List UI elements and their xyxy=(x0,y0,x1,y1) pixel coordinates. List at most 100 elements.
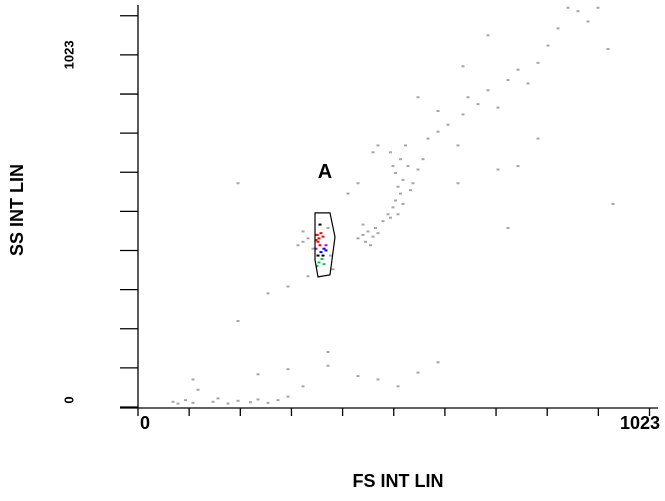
data-point xyxy=(236,319,240,322)
data-point xyxy=(311,247,315,250)
data-point xyxy=(321,235,325,238)
data-point xyxy=(394,171,397,174)
data-point xyxy=(256,373,260,376)
data-point xyxy=(556,27,560,30)
data-point xyxy=(409,189,412,192)
data-point xyxy=(401,178,405,181)
data-point xyxy=(374,227,377,230)
data-point xyxy=(586,20,590,23)
data-point xyxy=(296,244,300,247)
data-point xyxy=(376,378,380,381)
data-point xyxy=(526,82,530,85)
data-point xyxy=(326,364,330,367)
data-point xyxy=(436,110,440,113)
data-point xyxy=(371,235,375,238)
data-point xyxy=(381,220,385,223)
data-point xyxy=(322,263,326,266)
data-point xyxy=(416,168,420,171)
gate xyxy=(314,212,336,278)
data-point xyxy=(316,240,320,243)
data-point xyxy=(318,223,322,226)
data-point xyxy=(322,247,326,250)
data-point xyxy=(306,237,310,240)
data-point xyxy=(286,368,290,371)
data-point xyxy=(466,96,470,99)
gate-label: A xyxy=(318,161,332,183)
data-point xyxy=(506,79,510,82)
data-point xyxy=(316,254,320,257)
data-point xyxy=(276,399,280,402)
data-point xyxy=(369,244,372,247)
x-tick-label: 0 xyxy=(140,413,150,433)
data-point xyxy=(376,232,380,235)
data-point xyxy=(317,261,321,264)
data-point xyxy=(364,240,367,243)
data-point xyxy=(611,202,615,205)
data-point xyxy=(366,230,370,233)
data-point xyxy=(406,165,410,168)
data-point xyxy=(356,182,360,185)
data-point xyxy=(301,385,305,388)
data-point xyxy=(386,213,390,216)
data-point xyxy=(496,106,500,109)
data-point xyxy=(176,402,180,405)
data-point xyxy=(606,48,610,51)
data-point xyxy=(486,34,490,37)
data-point xyxy=(356,375,360,378)
data-point xyxy=(319,232,323,235)
data-point xyxy=(596,6,600,9)
data-point xyxy=(371,151,375,154)
x-axis-title: FS INT LIN xyxy=(353,471,444,491)
data-point xyxy=(456,144,460,147)
data-point xyxy=(315,264,319,267)
y-tick-label: 0 xyxy=(61,396,76,403)
data-point xyxy=(314,247,318,250)
data-point xyxy=(226,402,230,405)
data-point xyxy=(461,113,465,116)
data-point xyxy=(326,350,330,353)
data-point xyxy=(436,361,440,364)
data-point xyxy=(346,192,350,195)
data-point xyxy=(184,399,187,402)
data-point xyxy=(301,240,305,243)
data-point xyxy=(399,158,402,161)
data-point xyxy=(436,130,440,133)
y-axis-title: SS INT LIN xyxy=(7,164,27,256)
data-point xyxy=(391,165,395,168)
data-point xyxy=(536,137,540,140)
data-point xyxy=(196,388,200,391)
data-point xyxy=(171,400,175,403)
data-point xyxy=(376,144,380,147)
data-point xyxy=(411,182,415,185)
data-point xyxy=(249,401,252,404)
data-point xyxy=(216,397,220,400)
y-tick-label: 1023 xyxy=(61,40,76,69)
data-point xyxy=(314,239,318,242)
data-point xyxy=(361,223,365,226)
data-point xyxy=(236,182,240,185)
data-point xyxy=(446,123,450,126)
data-point xyxy=(324,249,328,252)
data-point xyxy=(389,151,392,154)
data-point xyxy=(320,258,324,261)
data-point xyxy=(329,254,332,257)
data-point xyxy=(331,268,335,271)
data-point xyxy=(536,61,540,64)
data-point xyxy=(496,168,500,171)
data-point xyxy=(306,275,310,278)
data-point xyxy=(426,137,430,140)
data-point xyxy=(416,371,420,374)
data-point xyxy=(236,399,240,402)
x-tick-label: 1023 xyxy=(620,413,660,433)
data-point xyxy=(516,68,520,71)
data-point xyxy=(416,96,420,99)
data-point xyxy=(421,158,425,161)
data-point xyxy=(191,378,195,381)
data-point xyxy=(286,395,290,398)
data-point xyxy=(399,192,402,195)
data-point xyxy=(461,65,465,68)
data-point xyxy=(326,227,330,230)
data-point xyxy=(396,213,400,216)
data-point xyxy=(266,292,270,295)
